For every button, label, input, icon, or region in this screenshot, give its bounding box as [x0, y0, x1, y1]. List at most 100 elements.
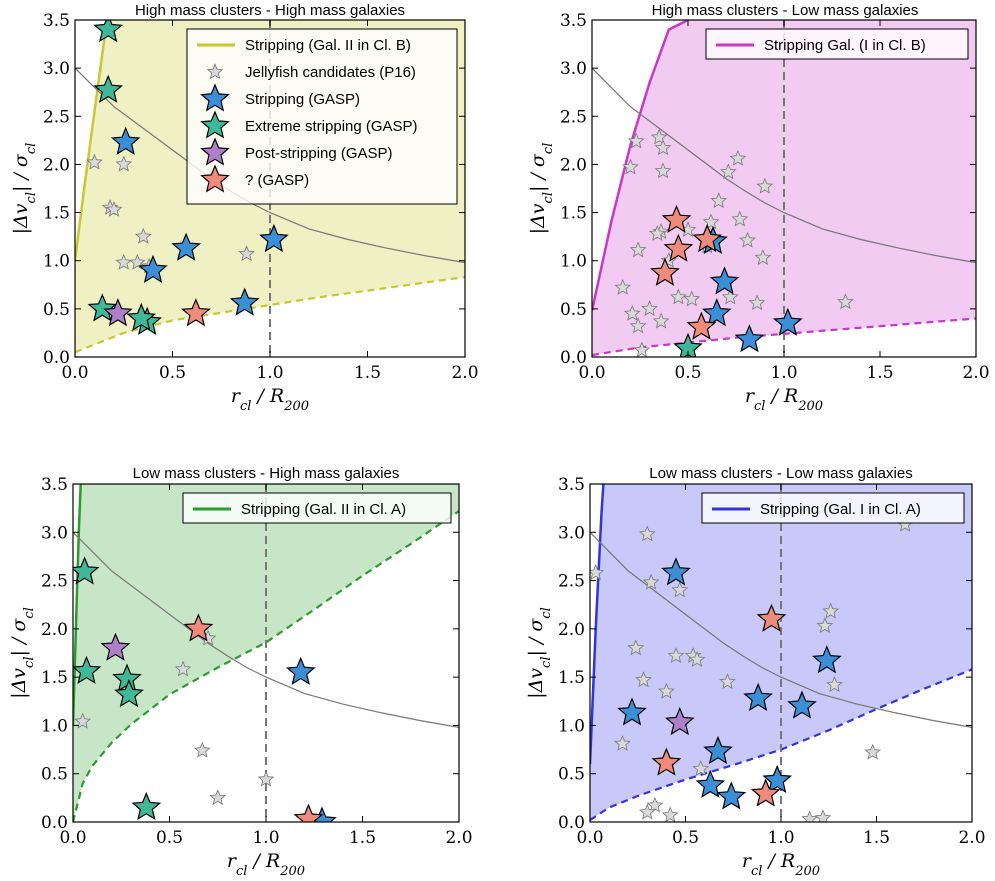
jellyfish-candidate-marker [816, 617, 834, 634]
stripping-marker [787, 690, 817, 719]
y-tick-label: 2.5 [41, 572, 68, 592]
stripping-marker [171, 232, 202, 261]
jellyfish-candidate-marker [639, 803, 656, 820]
jellyfish-candidate-marker [739, 231, 756, 248]
jellyfish-candidate-marker [642, 573, 660, 590]
extreme-marker [131, 791, 162, 821]
legend-entry-label: Extreme stripping (GASP) [245, 118, 418, 135]
legend-entry-label: Jellyfish candidates (P16) [245, 64, 416, 81]
unknown-marker [293, 803, 324, 822]
extreme-marker [73, 556, 100, 585]
jellyfish-candidate-marker [654, 139, 672, 156]
unknown-marker [750, 778, 781, 807]
jellyfish-candidate-marker [729, 149, 747, 166]
y-axis-label: |Δvcl| / σcl [525, 607, 554, 699]
escape-velocity-curve [73, 531, 459, 728]
jellyfish-candidate-marker [671, 581, 689, 598]
jellyfish-candidate-marker [238, 245, 255, 262]
x-tick-label: 1.5 [863, 828, 890, 848]
jellyfish-candidate-marker [134, 227, 152, 244]
x-tick-label: 2.0 [958, 828, 985, 848]
y-tick-label: 0.0 [560, 348, 587, 368]
unknown-marker [661, 204, 692, 233]
extreme-marker [73, 655, 102, 684]
y-tick-label: 0.0 [558, 813, 585, 833]
jellyfish-candidate-marker [826, 676, 843, 692]
plot-area [592, 20, 976, 357]
jellyfish-candidate-marker [688, 651, 706, 667]
y-tick-label: 1.5 [560, 204, 587, 224]
stripping-marker [110, 126, 141, 155]
y-tick-label: 2.0 [560, 155, 587, 175]
y-tick-label: 2.5 [43, 107, 70, 127]
unknown-marker [650, 257, 680, 286]
x-tick-label: 1.0 [767, 828, 794, 848]
escape-velocity-curve [590, 531, 972, 728]
jellyfish-candidate-marker [627, 132, 645, 149]
unknown-marker [663, 233, 694, 262]
x-axis-label: rcl / R200 [745, 385, 823, 414]
jellyfish-candidate-marker [822, 602, 840, 619]
jellyfish-candidate-marker [670, 288, 687, 305]
jellyfish-candidate-marker [627, 639, 645, 656]
jellyfish-candidate-marker [658, 682, 675, 699]
unknown-marker [181, 298, 211, 327]
y-tick-label: 1.5 [43, 204, 70, 224]
y-tick-label: 1.0 [41, 716, 68, 736]
y-tick-label: 1.5 [41, 668, 68, 688]
legend-star-swatch [200, 137, 230, 166]
legend-entry-label: Post-stripping (GASP) [245, 145, 393, 162]
extreme-marker [87, 293, 118, 322]
y-tick-label: 0.5 [41, 765, 68, 785]
jellyfish-candidate-marker [614, 735, 631, 751]
legend: Stripping (Gal. I in Cl. A) [701, 492, 965, 524]
y-tick-label: 0.0 [41, 813, 68, 833]
x-tick-label: 0.0 [59, 828, 86, 848]
extreme-marker [114, 678, 144, 708]
y-tick-label: 2.0 [558, 620, 585, 640]
x-tick-label: 2.0 [445, 828, 472, 848]
unknown-marker [651, 747, 682, 776]
jellyfish-candidate-marker [719, 673, 736, 690]
jellyfish-candidate-marker [639, 525, 656, 542]
legend-star-swatch [206, 63, 224, 80]
legend: Stripping Gal. (I in Cl. B) [705, 28, 969, 60]
legend-entry-label: Stripping (GASP) [245, 91, 360, 108]
post-marker [100, 632, 131, 661]
jellyfish-candidate-marker [635, 671, 652, 688]
stripping-marker [703, 735, 733, 765]
unknown-marker [692, 223, 722, 253]
jellyfish-candidate-marker [754, 249, 772, 265]
jellyfish-candidate-marker [86, 153, 103, 170]
x-tick-label: 1.0 [770, 363, 797, 383]
y-tick-label: 3.5 [41, 475, 68, 495]
stripping-marker [259, 223, 289, 253]
jellyfish-candidate-marker [837, 293, 854, 310]
stripping-marker [702, 298, 732, 327]
jellyfish-candidate-marker [731, 210, 749, 227]
y-tick-label: 0.0 [43, 348, 70, 368]
jellyfish-candidate-marker [174, 660, 192, 677]
stripping-marker [743, 682, 773, 711]
jellyfish-candidate-marker [74, 712, 92, 729]
y-tick-label: 3.0 [41, 523, 68, 543]
extreme-marker [93, 74, 124, 103]
x-tick-label: 1.5 [866, 363, 893, 383]
jellyfish-candidate-marker [720, 163, 737, 180]
allowed-region [592, 20, 976, 356]
legend-entry-label: Stripping (Gal. II in Cl. A) [241, 501, 406, 518]
x-tick-label: 1.5 [354, 363, 381, 383]
allowed-region [73, 484, 459, 822]
y-tick-label: 1.0 [560, 252, 587, 272]
x-tick-label: 0.5 [159, 363, 186, 383]
panel-title: Low mass clusters - Low mass galaxies [649, 465, 912, 482]
legend: Stripping (Gal. II in Cl. B) Jellyfish ca… [186, 28, 458, 205]
y-axis-label: |Δvcl| / σcl [527, 143, 556, 235]
jellyfish-candidate-marker [115, 155, 133, 172]
x-tick-label: 0.5 [156, 828, 183, 848]
stripping-marker [812, 645, 842, 674]
stripping-marker [617, 697, 647, 726]
x-tick-label: 0.0 [576, 828, 603, 848]
y-tick-label: 3.5 [560, 11, 587, 31]
